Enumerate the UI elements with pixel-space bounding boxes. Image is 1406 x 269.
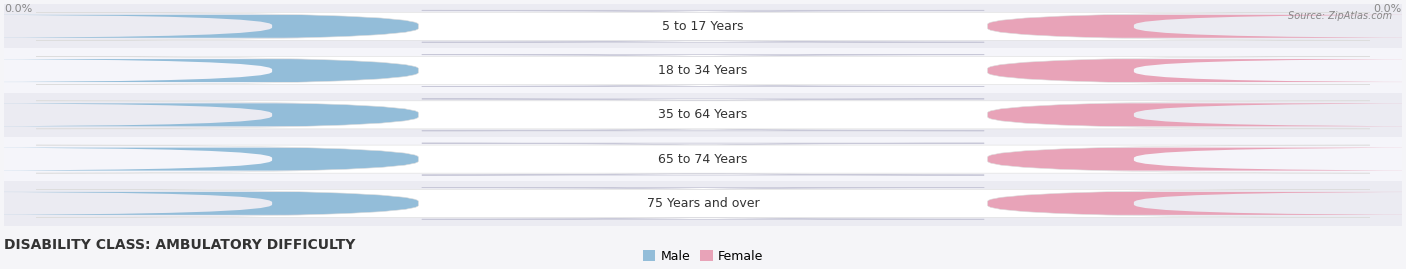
Bar: [4, 93, 1402, 137]
Text: 18 to 34 Years: 18 to 34 Years: [658, 64, 748, 77]
Text: DISABILITY CLASS: AMBULATORY DIFFICULTY: DISABILITY CLASS: AMBULATORY DIFFICULTY: [4, 238, 356, 252]
FancyBboxPatch shape: [37, 12, 1369, 40]
Text: 0.0%: 0.0%: [848, 154, 879, 164]
FancyBboxPatch shape: [422, 99, 984, 131]
Text: 75 Years and over: 75 Years and over: [647, 197, 759, 210]
FancyBboxPatch shape: [37, 56, 1369, 84]
Text: 0.0%: 0.0%: [527, 66, 558, 76]
Text: 0.0%: 0.0%: [848, 21, 879, 31]
Text: 65 to 74 Years: 65 to 74 Years: [658, 153, 748, 166]
FancyBboxPatch shape: [422, 187, 984, 219]
FancyBboxPatch shape: [422, 143, 984, 175]
FancyBboxPatch shape: [267, 192, 1406, 215]
Bar: [4, 4, 1402, 48]
FancyBboxPatch shape: [0, 103, 1139, 126]
FancyBboxPatch shape: [0, 148, 1139, 171]
Bar: [4, 181, 1402, 225]
FancyBboxPatch shape: [267, 148, 1406, 171]
Text: 0.0%: 0.0%: [4, 4, 32, 14]
FancyBboxPatch shape: [422, 55, 984, 87]
FancyBboxPatch shape: [0, 192, 1139, 215]
FancyBboxPatch shape: [37, 189, 1369, 217]
Text: 0.0%: 0.0%: [848, 198, 879, 208]
Text: 5 to 17 Years: 5 to 17 Years: [662, 20, 744, 33]
Text: 0.0%: 0.0%: [527, 21, 558, 31]
FancyBboxPatch shape: [422, 10, 984, 42]
FancyBboxPatch shape: [37, 145, 1369, 173]
Text: 0.0%: 0.0%: [848, 66, 879, 76]
Bar: [4, 137, 1402, 181]
Bar: [4, 48, 1402, 93]
Text: 0.0%: 0.0%: [527, 198, 558, 208]
Text: 0.0%: 0.0%: [1374, 4, 1402, 14]
Legend: Male, Female: Male, Female: [638, 245, 768, 268]
Text: 0.0%: 0.0%: [848, 110, 879, 120]
FancyBboxPatch shape: [0, 59, 1139, 82]
FancyBboxPatch shape: [267, 15, 1406, 38]
Text: 0.0%: 0.0%: [527, 110, 558, 120]
Text: Source: ZipAtlas.com: Source: ZipAtlas.com: [1288, 11, 1392, 21]
Text: 35 to 64 Years: 35 to 64 Years: [658, 108, 748, 121]
FancyBboxPatch shape: [37, 101, 1369, 129]
FancyBboxPatch shape: [267, 103, 1406, 126]
FancyBboxPatch shape: [0, 15, 1139, 38]
Text: 0.0%: 0.0%: [527, 154, 558, 164]
FancyBboxPatch shape: [267, 59, 1406, 82]
